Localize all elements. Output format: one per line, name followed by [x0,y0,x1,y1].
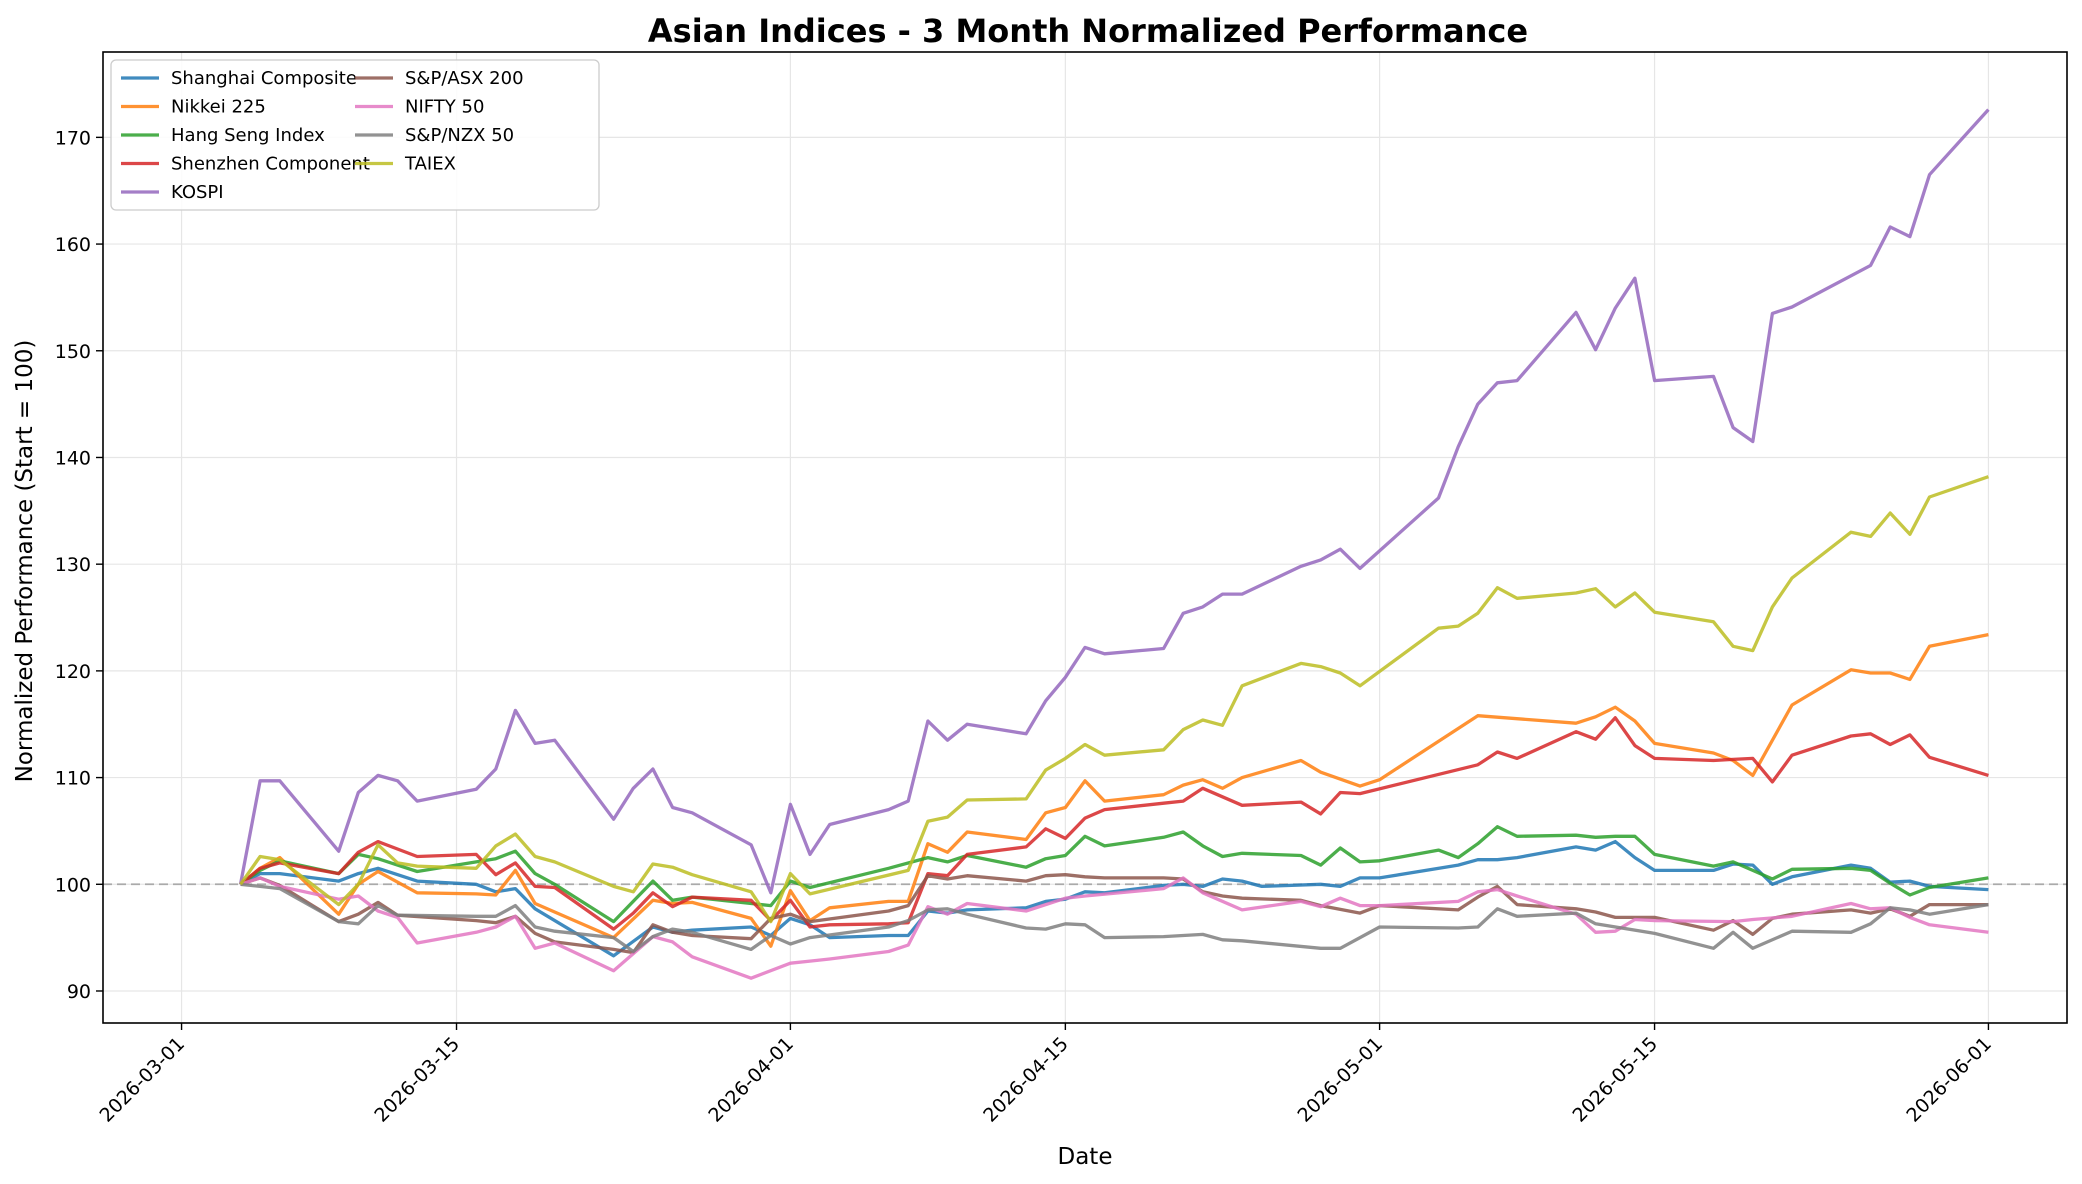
y-axis-ticks: 90 100 110 120 130 140 150 160 170 [55,127,103,1003]
y-tick-label: 150 [55,341,91,363]
series-line-2 [239,825,1989,924]
series-line-4 [238,108,1990,895]
legend-label: TAIEX [404,154,456,175]
series-line-1 [239,632,1989,948]
chart-title: Asian Indices - 3 Month Normalized Perfo… [648,12,1528,50]
y-tick-label: 130 [55,554,91,576]
y-tick-label: 140 [55,447,91,469]
y-tick-label: 160 [55,234,91,256]
legend-label: S&P/ASX 200 [405,68,524,89]
plot-area-frame [102,51,2068,1024]
x-axis-label: Date [1058,1144,1113,1170]
series-line-0 [239,839,1989,958]
y-tick-label: 110 [55,768,91,790]
series-line-5 [239,873,1989,955]
legend-label: KOSPI [171,182,224,203]
legend-label: Shanghai Composite [171,68,357,89]
y-tick-label: 170 [55,127,91,149]
legend-label: S&P/NZX 50 [405,125,514,146]
y-tick-label: 90 [67,981,91,1003]
series-line-6 [239,876,1989,980]
series-line-7 [240,882,1989,954]
y-tick-label: 120 [55,661,91,683]
series-line-8 [239,475,1989,924]
series-line-3 [239,716,1989,931]
legend-label: NIFTY 50 [405,97,484,118]
legend-label: Shenzhen Component [171,154,370,175]
legend-label: Hang Seng Index [171,125,325,146]
y-axis-label: Normalized Performance (Start = 100) [12,340,38,783]
legend-label: Nikkei 225 [171,97,266,118]
series-lines [238,108,1990,980]
y-tick-label: 100 [55,874,91,896]
chart-legend: Shanghai Composite Nikkei 225 Hang Seng In… [110,59,600,211]
